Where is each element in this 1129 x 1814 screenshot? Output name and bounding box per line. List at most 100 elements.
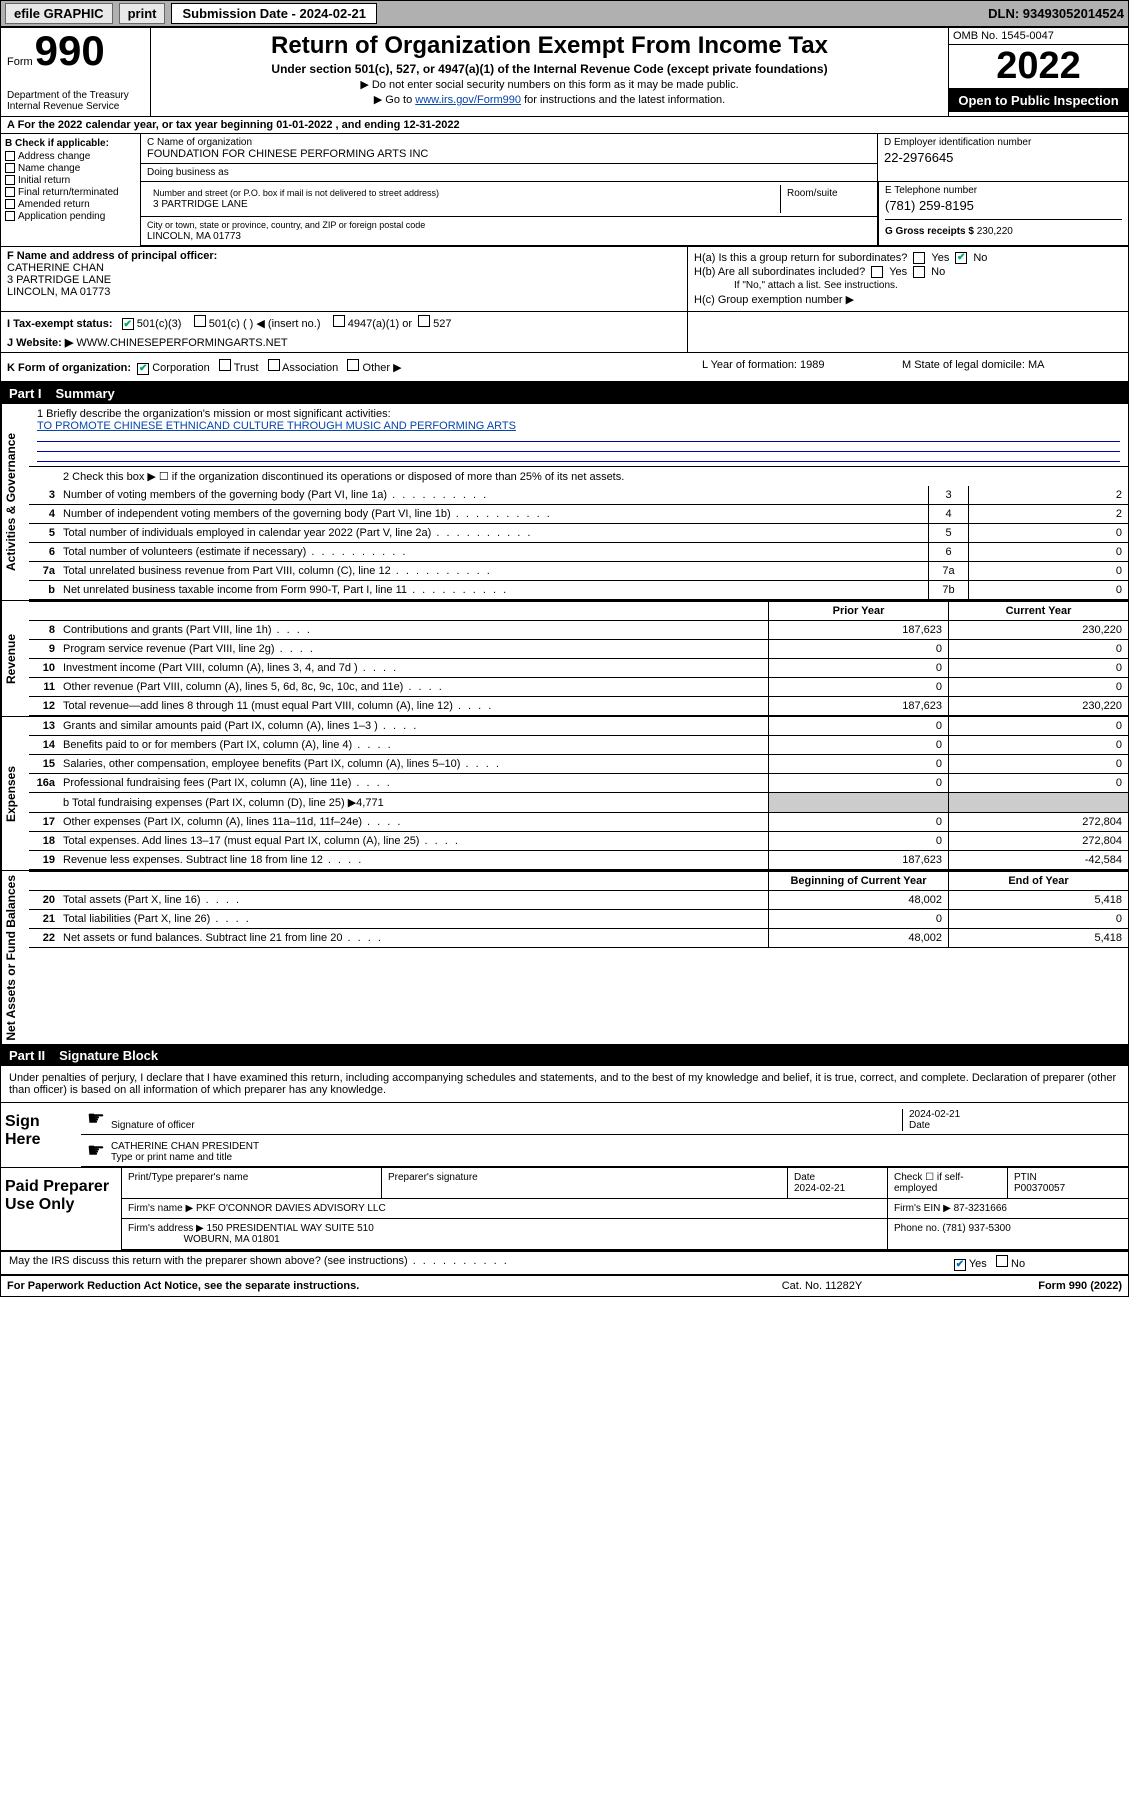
addr-val: 3 PARTRIDGE LANE xyxy=(153,199,248,210)
chk-final-return[interactable]: Final return/terminated xyxy=(5,187,136,198)
discuss-yes[interactable] xyxy=(954,1259,966,1271)
i-4947[interactable] xyxy=(333,315,345,327)
ha-yes[interactable] xyxy=(913,252,925,264)
city-val: LINCOLN, MA 01773 xyxy=(147,231,241,242)
form-note2: ▶ Go to www.irs.gov/Form990 for instruct… xyxy=(159,93,940,106)
gov-line-b: bNet unrelated business taxable income f… xyxy=(29,581,1128,600)
firm-name: PKF O'CONNOR DAVIES ADVISORY LLC xyxy=(196,1203,386,1214)
end-year-h: End of Year xyxy=(948,872,1128,890)
k-trust[interactable] xyxy=(219,359,231,371)
gross-lbl: G Gross receipts $ xyxy=(885,226,974,237)
room-suite: Room/suite xyxy=(781,185,871,213)
sig-date-val: 2024-02-21 xyxy=(909,1109,960,1120)
topbar: efile GRAPHIC print Submission Date - 20… xyxy=(0,0,1129,27)
form-990: Form 990 Department of the Treasury Inte… xyxy=(0,27,1129,1297)
sign-here-label: Sign Here xyxy=(1,1103,81,1167)
c-name-lbl: C Name of organization xyxy=(147,137,252,148)
part1-title: Summary xyxy=(56,386,115,401)
col-d-ein: D Employer identification number 22-2976… xyxy=(878,134,1128,181)
fin-line-10: 10Investment income (Part VIII, column (… xyxy=(29,659,1128,678)
fin-line-14: 14Benefits paid to or for members (Part … xyxy=(29,736,1128,755)
name-block: C Name of organization FOUNDATION FOR CH… xyxy=(141,134,878,181)
hb-no[interactable] xyxy=(913,266,925,278)
section-bcde: B Check if applicable: Address change Na… xyxy=(1,134,1128,247)
gross-val: 230,220 xyxy=(977,226,1013,237)
tax-year: 2022 xyxy=(949,45,1128,89)
mission-row: 1 Briefly describe the organization's mi… xyxy=(29,404,1128,467)
fin-line-8: 8Contributions and grants (Part VIII, li… xyxy=(29,621,1128,640)
firm-ein: 87-3231666 xyxy=(954,1203,1007,1214)
chk-app-pending[interactable]: Application pending xyxy=(5,211,136,222)
i-527[interactable] xyxy=(418,315,430,327)
ein-val: 22-2976645 xyxy=(884,150,1122,165)
gov-line-7a: 7aTotal unrelated business revenue from … xyxy=(29,562,1128,581)
firm-lbl: Firm's name ▶ xyxy=(128,1203,193,1214)
officer-name: CATHERINE CHAN xyxy=(7,262,104,274)
col-c: C Name of organization FOUNDATION FOR CH… xyxy=(141,134,1128,246)
k-assoc[interactable] xyxy=(268,359,280,371)
chk-amended[interactable]: Amended return xyxy=(5,199,136,210)
form-number: 990 xyxy=(35,32,105,70)
part-i-header: Part I Summary xyxy=(1,383,1128,404)
sidebar-rev: Revenue xyxy=(1,601,29,716)
ptin-lbl: PTIN xyxy=(1014,1172,1037,1183)
efile-btn[interactable]: efile GRAPHIC xyxy=(5,3,113,24)
sidebar-gov: Activities & Governance xyxy=(1,404,29,600)
fin-line-19: 19Revenue less expenses. Subtract line 1… xyxy=(29,851,1128,870)
m-state: M State of legal domicile: MA xyxy=(902,359,1122,375)
city-lbl: City or town, state or province, country… xyxy=(147,220,425,230)
header-mid: Return of Organization Exempt From Incom… xyxy=(151,28,948,116)
print-btn[interactable]: print xyxy=(119,3,166,24)
fin-line-12: 12Total revenue—add lines 8 through 11 (… xyxy=(29,697,1128,716)
j-lbl: J Website: ▶ xyxy=(7,337,73,349)
sig-declaration: Under penalties of perjury, I declare th… xyxy=(1,1066,1128,1103)
col-b-header: B Check if applicable: xyxy=(5,138,136,149)
addr-block: Number and street (or P.O. box if mail i… xyxy=(141,182,878,245)
fin-line-21: 21Total liabilities (Part X, line 26)00 xyxy=(29,910,1128,929)
firm-addr-lbl: Firm's address ▶ xyxy=(128,1223,204,1234)
i-501c3[interactable] xyxy=(122,318,134,330)
form-note1: ▶ Do not enter social security numbers o… xyxy=(159,78,940,91)
fin-line-15: 15Salaries, other compensation, employee… xyxy=(29,755,1128,774)
h-block: H(a) Is this a group return for subordin… xyxy=(688,247,1128,311)
sidebar-exp: Expenses xyxy=(1,717,29,870)
prep-sig-lbl: Preparer's signature xyxy=(388,1172,478,1183)
gov-line-6: 6Total number of volunteers (estimate if… xyxy=(29,543,1128,562)
discuss-no[interactable] xyxy=(996,1255,1008,1267)
chk-initial-return[interactable]: Initial return xyxy=(5,175,136,186)
note2-pre: ▶ Go to xyxy=(374,94,415,106)
line2: 2 Check this box ▶ ☐ if the organization… xyxy=(59,467,1128,486)
mission-lbl: 1 Briefly describe the organization's mi… xyxy=(37,408,391,420)
part-ii-header: Part II Signature Block xyxy=(1,1045,1128,1066)
fin-line-13: 13Grants and similar amounts paid (Part … xyxy=(29,717,1128,736)
ha-no[interactable] xyxy=(955,252,967,264)
website-row: J Website: ▶ WWW.CHINESEPERFORMINGARTS.N… xyxy=(7,336,681,349)
footer-paperwork: For Paperwork Reduction Act Notice, see … xyxy=(7,1280,722,1292)
dln: DLN: 93493052014524 xyxy=(988,6,1124,21)
chk-address-change[interactable]: Address change xyxy=(5,151,136,162)
arrow-icon: ☛ xyxy=(87,1106,105,1131)
sig-name-val: CATHERINE CHAN PRESIDENT xyxy=(111,1141,259,1152)
irs-link[interactable]: www.irs.gov/Form990 xyxy=(415,94,521,106)
chk-name-change[interactable]: Name change xyxy=(5,163,136,174)
i-501c[interactable] xyxy=(194,315,206,327)
arrow-icon: ☛ xyxy=(87,1138,105,1163)
tel-lbl: E Telephone number xyxy=(885,185,977,196)
fin-line-17: 17Other expenses (Part IX, column (A), l… xyxy=(29,813,1128,832)
note2-post: for instructions and the latest informat… xyxy=(521,94,725,106)
prep-date-val: 2024-02-21 xyxy=(794,1183,845,1194)
form-subtitle: Under section 501(c), 527, or 4947(a)(1)… xyxy=(159,62,940,76)
sidebar-bal: Net Assets or Fund Balances xyxy=(1,871,29,1045)
hb-yes[interactable] xyxy=(871,266,883,278)
footer-cat: Cat. No. 11282Y xyxy=(722,1280,922,1292)
k-other[interactable] xyxy=(347,359,359,371)
l-year: L Year of formation: 1989 xyxy=(702,359,902,375)
tel-val: (781) 259-8195 xyxy=(885,198,1122,213)
k-corp[interactable] xyxy=(137,363,149,375)
sig-date-lbl: Date xyxy=(909,1120,930,1131)
ptin-val: P00370057 xyxy=(1014,1183,1065,1194)
mission-text: TO PROMOTE CHINESE ETHNICAND CULTURE THR… xyxy=(37,420,1120,432)
gov-line-4: 4Number of independent voting members of… xyxy=(29,505,1128,524)
bal-head: Beginning of Current Year End of Year xyxy=(29,871,1128,891)
may-discuss-row: May the IRS discuss this return with the… xyxy=(1,1252,1128,1276)
